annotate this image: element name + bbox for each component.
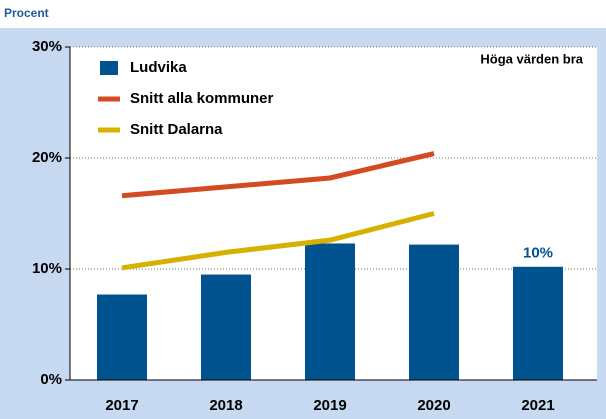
y-tick-label: 10%: [32, 260, 62, 277]
legend-label: Ludvika: [130, 59, 187, 76]
bar: [409, 244, 459, 380]
x-tick-label: 2018: [209, 397, 242, 414]
x-tick-label: 2021: [521, 397, 554, 414]
line-series: [121, 211, 435, 271]
x-tick-label: 2019: [313, 397, 346, 414]
bar: [201, 274, 251, 380]
legend-swatch: [100, 61, 118, 75]
bar: [305, 243, 355, 380]
x-tick-label: 2017: [105, 397, 138, 414]
y-tick-label: 20%: [32, 149, 62, 166]
line-series: [121, 151, 435, 199]
legend-label: Snitt alla kommuner: [130, 90, 274, 107]
data-label: 10%: [523, 245, 553, 262]
bar: [513, 266, 563, 380]
y-axis-label: Procent: [4, 6, 49, 20]
bar: [97, 294, 147, 380]
x-tick-label: 2020: [417, 397, 450, 414]
y-tick-label: 30%: [32, 38, 62, 55]
y-tick-label: 0%: [40, 371, 62, 388]
annotation: Höga värden bra: [480, 51, 583, 66]
legend-label: Snitt Dalarna: [130, 121, 223, 138]
